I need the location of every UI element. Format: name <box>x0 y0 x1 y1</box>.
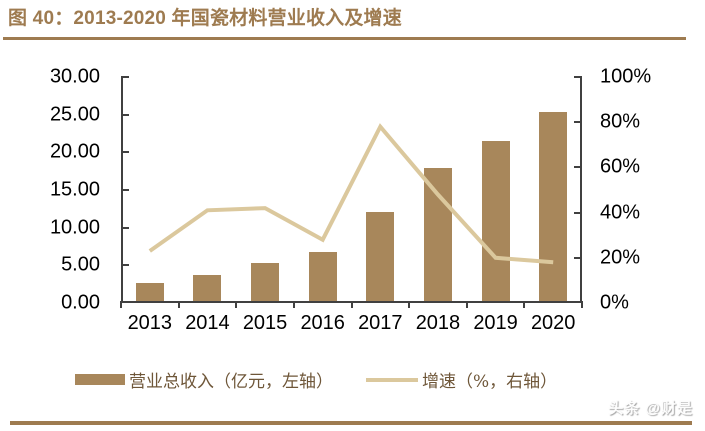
legend-item-revenue: 营业总收入（亿元，左轴） <box>75 367 333 392</box>
left-axis-tick-label: 25.00 <box>49 103 100 126</box>
bar-2020 <box>539 111 568 303</box>
growth-line <box>148 123 554 265</box>
bar-2019 <box>481 141 510 303</box>
x-axis-tick <box>465 301 468 308</box>
right-axis-tick-label: 100% <box>600 65 652 88</box>
right-axis-tick-label: 40% <box>600 201 641 224</box>
left-axis-tick <box>121 76 129 78</box>
left-axis-tick-label: 10.00 <box>49 216 100 239</box>
right-axis-tick-label: 0% <box>600 291 629 314</box>
chart-title: 图 40：2013-2020 年国瓷材料营业收入及增速 <box>8 8 402 29</box>
x-axis-label-2018: 2018 <box>415 312 461 334</box>
x-axis-tick <box>235 301 238 308</box>
bar-2013 <box>135 283 164 303</box>
growth-line-series <box>148 123 554 265</box>
x-axis-label-2017: 2017 <box>358 312 403 334</box>
x-axis-label-2016: 2016 <box>300 312 345 334</box>
x-axis-label-2014: 2014 <box>185 312 230 334</box>
legend-label-revenue: 营业总收入（亿元，左轴） <box>129 372 333 392</box>
bottom-divider-line <box>10 421 692 425</box>
legend-label-growth: 增速（%，右轴） <box>422 372 558 392</box>
title-divider-line <box>3 37 686 40</box>
x-axis-tick <box>581 301 583 308</box>
x-axis-label-2013: 2013 <box>127 312 173 334</box>
bar-2017 <box>366 211 395 303</box>
right-axis-tick <box>574 256 582 259</box>
growth-line-swatch <box>366 377 418 382</box>
left-axis-tick <box>121 264 129 267</box>
right-axis-tick-label: 20% <box>600 246 641 269</box>
left-axis-tick-label: 30.00 <box>49 65 100 88</box>
plot-area <box>120 76 583 308</box>
x-axis-tick <box>408 301 411 308</box>
x-axis-tick <box>292 301 295 308</box>
left-axis-tick-label: 5.00 <box>61 253 100 276</box>
x-axis-tick <box>350 301 353 308</box>
x-axis-label-2019: 2019 <box>473 312 518 334</box>
left-axis-tick <box>121 189 129 191</box>
bar-2014 <box>193 275 222 303</box>
x-axis-label-2015: 2015 <box>242 312 288 334</box>
chart-legend: 营业总收入（亿元，左轴） 增速（%，右轴） <box>75 367 557 392</box>
left-axis-tick <box>121 226 129 229</box>
right-axis-tick <box>574 211 582 214</box>
left-axis-tick <box>121 151 129 154</box>
revenue-bar-swatch <box>75 374 125 385</box>
right-axis-tick <box>574 76 582 78</box>
right-axis-tick <box>574 166 582 169</box>
bar-2018 <box>423 168 452 303</box>
right-axis-tick <box>574 121 582 124</box>
x-axis-label-2020: 2020 <box>530 312 576 334</box>
y-axis-right <box>580 77 582 303</box>
right-axis-tick-label: 60% <box>600 155 641 178</box>
left-axis-tick-label: 0.00 <box>61 291 100 314</box>
x-axis-tick <box>177 301 180 308</box>
watermark-text: 头条 @财是 <box>608 400 693 417</box>
left-axis-tick-label: 15.00 <box>49 178 100 201</box>
left-axis-tick <box>121 113 129 116</box>
bar-2015 <box>251 263 280 303</box>
x-axis-tick <box>523 301 526 308</box>
left-axis-tick-label: 20.00 <box>49 140 100 163</box>
x-axis-tick <box>120 301 122 308</box>
right-axis-tick-label: 80% <box>600 110 641 133</box>
legend-item-growth: 增速（%，右轴） <box>366 367 557 392</box>
bar-2016 <box>308 251 337 303</box>
